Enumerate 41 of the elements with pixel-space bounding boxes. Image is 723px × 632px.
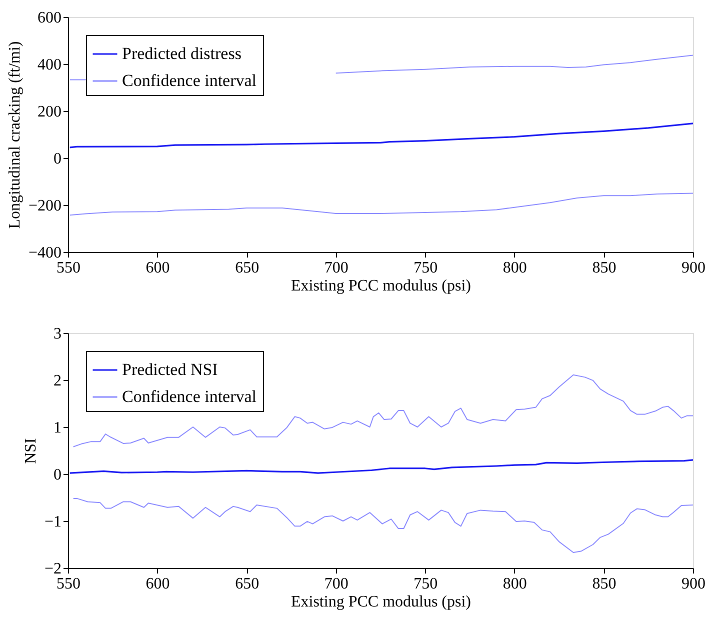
x-tick-label: 900: [682, 260, 706, 276]
x-tick-label: 850: [592, 576, 616, 592]
y-tick-label: 0: [54, 466, 62, 484]
x-tick-label: 800: [502, 576, 527, 592]
line-series: [69, 192, 693, 216]
legend-label: Predicted NSI: [122, 360, 218, 379]
y-tick-label: −200: [28, 198, 62, 214]
y-tick-label: 2: [54, 372, 62, 390]
x-tick-label: 800: [502, 260, 527, 276]
line-series: [72, 374, 693, 448]
legend-label: Predicted distress: [122, 44, 242, 63]
line-series: [68, 122, 693, 148]
line-series: [72, 498, 693, 553]
y-axis-title: Longitudinal cracking (ft/mi): [6, 41, 24, 229]
legend-label: Confidence interval: [122, 387, 257, 406]
x-tick-label: 650: [235, 576, 260, 592]
x-axis-title: Existing PCC modulus (psi): [290, 594, 472, 610]
x-tick-label: 750: [414, 576, 438, 592]
x-tick-label: 550: [56, 260, 80, 276]
y-tick-label: 200: [38, 104, 62, 120]
x-tick-label: 700: [324, 260, 348, 276]
line-series: [68, 459, 693, 474]
y-tick-label: 1: [54, 420, 62, 436]
y-axis-title: NSI: [22, 438, 40, 464]
x-axis-title: Existing PCC modulus (psi): [290, 278, 472, 294]
y-tick-label: −1: [44, 514, 62, 530]
y-tick-label: −2: [44, 560, 62, 578]
y-tick-label: 0: [54, 150, 62, 168]
x-tick-label: 550: [56, 576, 80, 592]
x-tick-label: 750: [414, 260, 438, 276]
y-tick-label: 600: [38, 10, 62, 26]
x-tick-label: 700: [324, 576, 348, 592]
x-tick-label: 650: [235, 260, 260, 276]
y-tick-label: 400: [38, 56, 62, 74]
series-label: Confidence interval: [122, 71, 257, 90]
y-tick-label: 3: [54, 326, 62, 342]
y-tick-label: −400: [28, 244, 62, 262]
x-tick-label: 850: [592, 260, 616, 276]
x-tick-label: 900: [682, 576, 706, 592]
x-tick-label: 600: [146, 260, 170, 276]
x-tick-label: 600: [146, 576, 170, 592]
